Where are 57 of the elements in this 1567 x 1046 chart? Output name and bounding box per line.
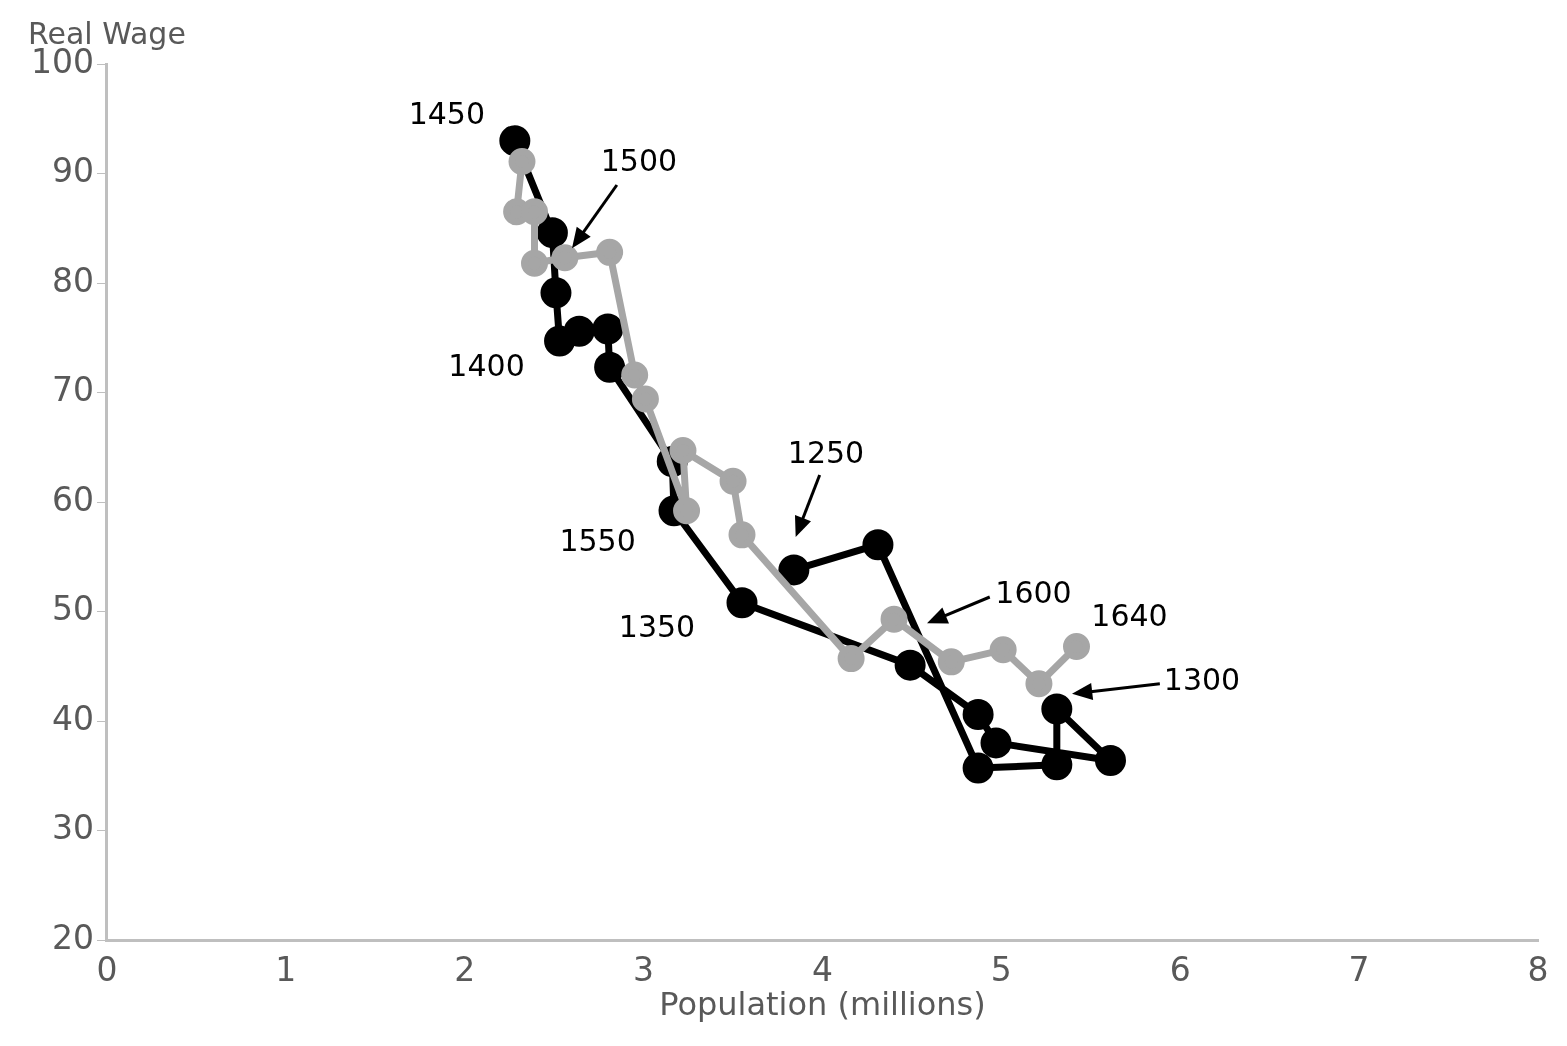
point [719,467,747,495]
x-tick-label: 3 [633,950,655,990]
y-tick-label: 70 [51,370,94,410]
point [508,147,536,175]
point [1094,744,1126,776]
annotation: 1350 [618,608,696,644]
point [536,217,568,249]
point [1041,749,1073,781]
annotation: 1550 [559,522,636,558]
point [669,437,697,465]
x-tick-label: 6 [1169,950,1191,990]
y-tick-label: 50 [51,589,94,629]
y-tick-label: 80 [51,260,94,300]
x-tick-label: 2 [454,950,476,990]
y-tick-label: 60 [51,479,94,519]
point [592,313,624,345]
point [962,698,994,730]
annotation: 1500 [600,142,678,178]
annotation: 1250 [787,434,865,470]
point [540,277,572,309]
y-tick-label: 30 [51,808,94,848]
x-tick-label: 1 [275,950,297,990]
point [621,361,649,389]
x-tick-label: 5 [990,950,1012,990]
annotation: 1300 [1163,661,1241,697]
point [937,648,965,676]
annotation: 1600 [995,574,1072,610]
x-tick-label: 8 [1527,950,1549,990]
point [837,645,865,673]
point [880,605,908,633]
point [631,385,659,413]
point [1041,693,1073,725]
point [673,497,701,525]
point [551,244,579,272]
point [1063,633,1090,661]
point [778,554,810,586]
y-tick-label: 20 [51,917,94,957]
y-tick-label: 40 [51,698,94,738]
point [499,125,531,157]
point [980,727,1012,759]
point [989,636,1017,664]
point [544,325,576,357]
point [862,529,894,561]
point [521,249,548,277]
point [596,238,624,266]
point [962,752,994,784]
point [728,521,756,549]
x-tick-label: 0 [96,950,118,990]
annotation: 1400 [448,347,525,383]
x-tick-label: 7 [1348,950,1370,990]
point [726,587,758,619]
point [894,649,926,681]
point [1025,670,1053,698]
point [594,351,626,383]
annotation: 1640 [1091,598,1168,634]
y-tick-label: 90 [51,151,94,191]
annotation: 1450 [408,96,486,132]
